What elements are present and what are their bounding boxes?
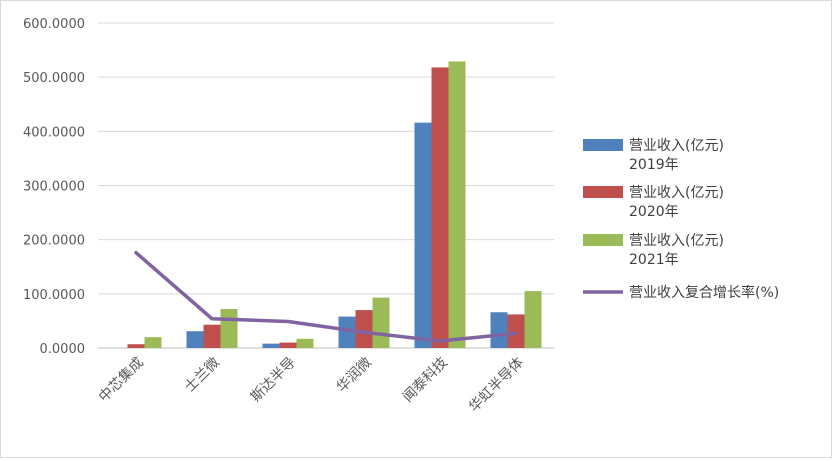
x-category-label: 华虹半导体 bbox=[466, 355, 527, 416]
bar bbox=[490, 312, 508, 348]
legend-swatch bbox=[583, 234, 623, 246]
growth-rate-line bbox=[134, 250, 518, 343]
gridlines bbox=[98, 22, 554, 349]
legend-label-year: 2020年 bbox=[629, 204, 679, 220]
x-category-label: 华润微 bbox=[334, 355, 375, 396]
bar bbox=[144, 337, 162, 348]
y-tick-label: 300.0000 bbox=[23, 180, 85, 195]
bar bbox=[220, 309, 238, 348]
y-tick-label: 400.0000 bbox=[23, 125, 85, 140]
x-category-label: 斯达半导 bbox=[248, 355, 299, 406]
series-line bbox=[134, 250, 518, 343]
bar bbox=[431, 67, 449, 349]
legend-swatch bbox=[583, 139, 623, 151]
bar bbox=[507, 314, 525, 348]
bar bbox=[355, 310, 373, 348]
bar bbox=[414, 122, 432, 349]
bar bbox=[296, 338, 314, 348]
bar bbox=[279, 342, 297, 348]
bar bbox=[448, 61, 466, 348]
x-category-label: 士兰微 bbox=[182, 355, 223, 396]
bar-series bbox=[127, 61, 542, 349]
legend: 营业收入(亿元)2019年营业收入(亿元)2020年营业收入(亿元)2021年营… bbox=[583, 138, 779, 301]
legend-swatch bbox=[583, 186, 623, 198]
legend-label: 营业收入复合增长率(%) bbox=[629, 284, 779, 301]
y-tick-label: 100.0000 bbox=[23, 288, 85, 303]
bar bbox=[524, 291, 542, 348]
bar bbox=[262, 343, 280, 348]
x-category-label: 中芯集成 bbox=[95, 354, 147, 406]
x-category-label: 闻泰科技 bbox=[400, 355, 451, 406]
bar bbox=[372, 297, 390, 348]
legend-label: 营业收入(亿元) bbox=[629, 138, 724, 154]
legend-label-year: 2021年 bbox=[629, 252, 679, 268]
bar bbox=[127, 344, 145, 348]
bar bbox=[186, 331, 204, 348]
legend-label-year: 2019年 bbox=[629, 157, 679, 173]
y-tick-label: 600.0000 bbox=[23, 17, 85, 32]
y-tick-label: 500.0000 bbox=[23, 71, 85, 86]
x-axis-category-labels: 中芯集成 士兰微 斯达半导 华润微 闻泰科技 华虹半导体 bbox=[95, 354, 527, 416]
y-tick-label: 200.0000 bbox=[23, 234, 85, 249]
bar bbox=[203, 324, 221, 348]
legend-label: 营业收入(亿元) bbox=[629, 185, 724, 201]
y-tick-label: 0.0000 bbox=[40, 342, 86, 357]
legend-label: 营业收入(亿元) bbox=[629, 233, 724, 249]
bar bbox=[338, 316, 356, 348]
y-axis-tick-labels: 0.0000 100.0000 200.0000 300.0000 400.0000 50… bbox=[23, 17, 85, 357]
